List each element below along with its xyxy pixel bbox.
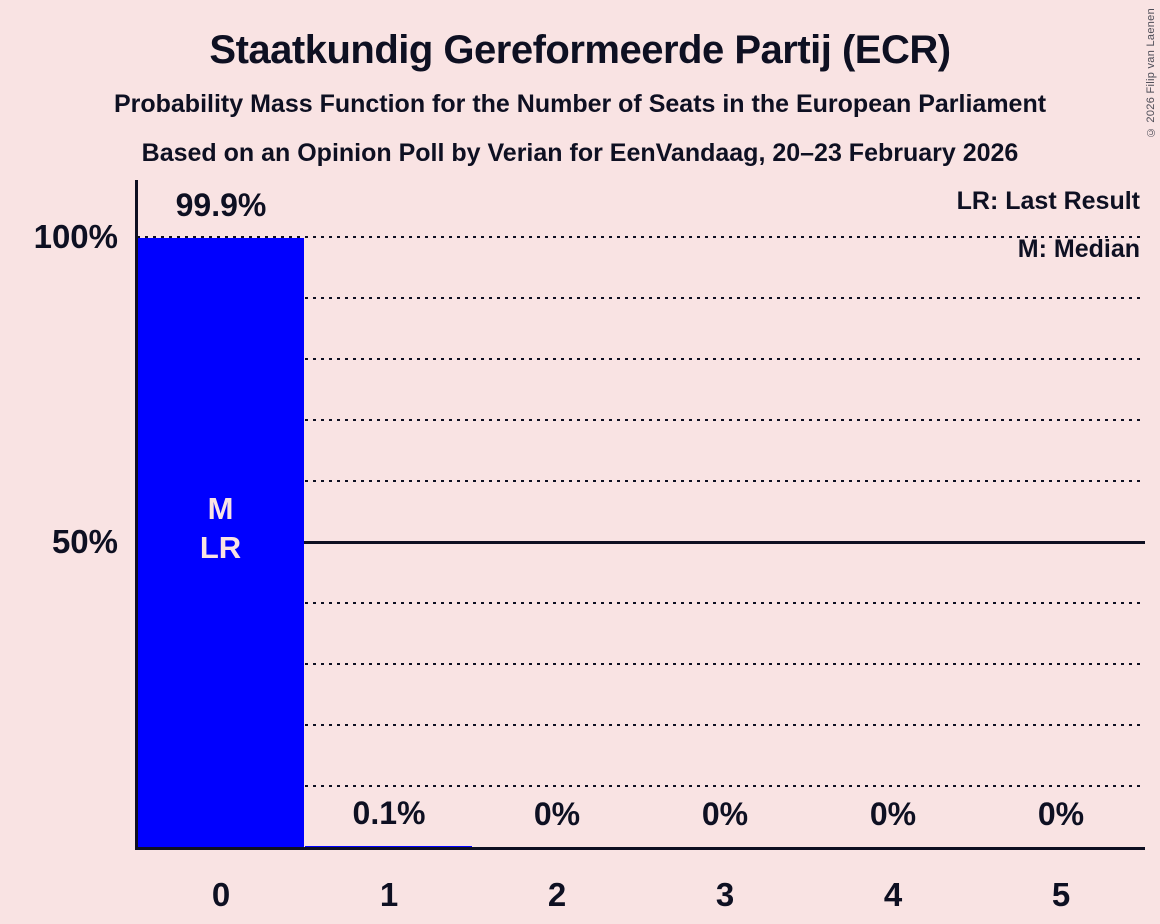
gridline-80pct <box>137 358 1145 360</box>
y-tick-label-100%: 100% <box>33 218 118 255</box>
gridline-60pct <box>137 480 1145 482</box>
gridline-30pct <box>137 663 1145 665</box>
x-tick-label-1: 1 <box>379 876 399 913</box>
bar-value-label-seat-3: 0% <box>701 796 749 832</box>
chart-subtitle: Probability Mass Function for the Number… <box>113 90 1047 118</box>
bar-value-label-seat-5: 0% <box>1037 796 1085 832</box>
bar-annotation-median-lastresult: M LR <box>199 491 242 565</box>
gridline-20pct <box>137 724 1145 726</box>
bar-seat-1 <box>305 846 472 847</box>
y-axis-line <box>135 180 138 850</box>
chart-title: Staatkundig Gereformeerde Partij (ECR) <box>209 28 951 72</box>
gridline-90pct <box>137 297 1145 299</box>
bar-seat-0 <box>137 237 304 847</box>
bar-value-label-seat-2: 0% <box>533 796 581 832</box>
x-tick-label-3: 3 <box>715 876 735 913</box>
x-tick-label-5: 5 <box>1051 876 1071 913</box>
chart-poll-info: Based on an Opinion Poll by Verian for E… <box>141 139 1019 167</box>
bar-value-label-seat-0: 99.9% <box>175 186 267 223</box>
legend-median: M: Median <box>1017 235 1140 263</box>
x-tick-label-4: 4 <box>883 876 903 913</box>
bar-value-label-seat-1: 0.1% <box>352 795 426 832</box>
gridline-50pct <box>137 540 1145 544</box>
x-axis-line <box>135 847 1145 850</box>
copyright-notice: © 2026 Filip van Laenen <box>1145 8 1157 139</box>
legend-last-result: LR: Last Result <box>956 187 1140 215</box>
gridline-70pct <box>137 419 1145 421</box>
bar-value-label-seat-4: 0% <box>869 796 917 832</box>
gridline-100pct <box>137 236 1145 238</box>
gridline-40pct <box>137 602 1145 604</box>
gridline-10pct <box>137 785 1145 787</box>
x-tick-label-2: 2 <box>547 876 567 913</box>
x-tick-label-0: 0 <box>211 876 231 913</box>
y-tick-label-50%: 50% <box>51 523 118 560</box>
